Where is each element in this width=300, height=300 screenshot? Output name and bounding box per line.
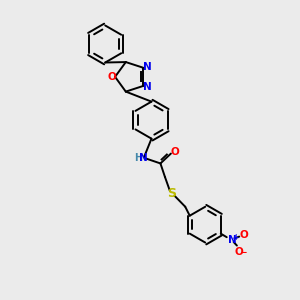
Text: +: + xyxy=(232,233,239,242)
Text: N: N xyxy=(143,61,152,71)
Text: O: O xyxy=(235,247,243,256)
Text: N: N xyxy=(228,235,236,244)
Text: O: O xyxy=(171,147,179,158)
Text: O: O xyxy=(239,230,248,240)
Text: H: H xyxy=(134,153,142,163)
Text: N: N xyxy=(139,153,148,163)
Text: S: S xyxy=(167,187,176,200)
Text: −: − xyxy=(239,248,247,256)
Text: N: N xyxy=(143,82,152,92)
Text: O: O xyxy=(107,72,116,82)
